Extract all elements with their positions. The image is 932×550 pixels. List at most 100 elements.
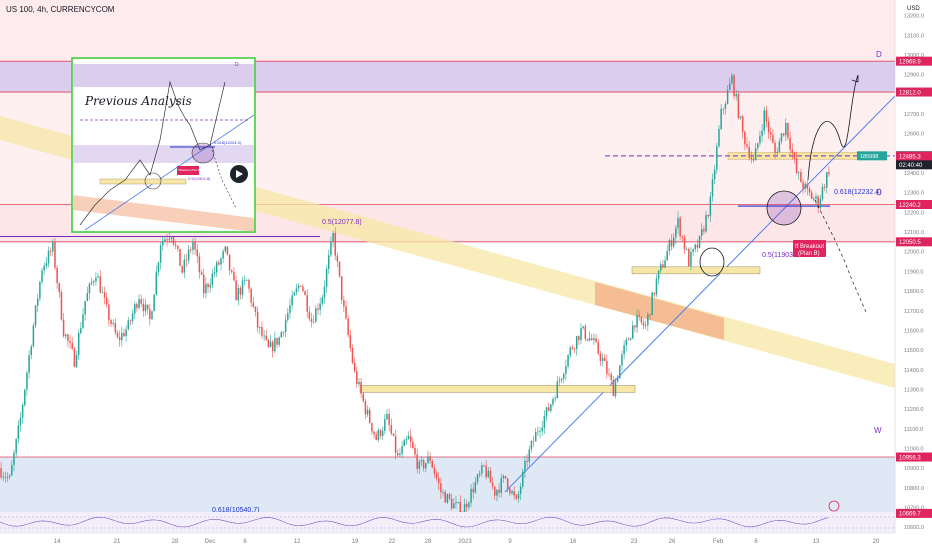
candle-body (252, 302, 255, 307)
candle-body (364, 401, 367, 415)
candle-body (681, 236, 684, 238)
candle-body (640, 316, 643, 323)
candle-body (808, 188, 811, 193)
candle-body (741, 116, 744, 132)
inset-fib-label: 0.618(12224.0) (214, 140, 242, 145)
price-label-bg (896, 56, 932, 66)
projection-arrow-up (851, 75, 859, 83)
inset-circle (191, 142, 215, 164)
candle-body (202, 274, 205, 294)
candle-body (603, 357, 606, 361)
candle-body (513, 491, 515, 496)
candle-body (112, 323, 114, 324)
candle-body (205, 283, 207, 294)
inset-title: Previous Analysis (84, 94, 192, 108)
candle-body (683, 237, 686, 250)
candle-body (278, 337, 280, 345)
candle-body (621, 354, 623, 366)
candle-body (287, 312, 289, 320)
candle-body (802, 182, 804, 189)
candle-body (254, 306, 257, 312)
inset-breakout-label: If Breakout (Plan B) (178, 168, 201, 172)
candle-body (459, 501, 462, 517)
candle-body (636, 315, 638, 328)
candle-body (647, 314, 649, 326)
candle-body (787, 123, 789, 138)
candle-body (597, 342, 600, 354)
candle-body (211, 273, 214, 285)
candle-body (720, 108, 722, 129)
candle-body (450, 498, 453, 509)
candle-body (215, 262, 218, 273)
candle-body (539, 431, 541, 433)
breakout-badge (793, 240, 826, 257)
fib-5-mid-label: 0.5(12077.8) (322, 219, 362, 226)
candle-body (688, 249, 690, 267)
inset-d-label: D (235, 62, 239, 68)
x-tick-label: 19 (352, 539, 359, 545)
candle-body (213, 272, 216, 274)
candle-body (323, 286, 326, 298)
x-tick-label: 12 (294, 539, 301, 545)
candle-body (99, 276, 102, 293)
candle-body (121, 332, 123, 341)
candle-body (655, 278, 658, 295)
x-tick-label: 26 (669, 539, 676, 545)
candle-body (80, 328, 82, 334)
candle-body (351, 347, 354, 363)
candle-body (144, 304, 147, 312)
candle-body (325, 268, 328, 287)
candle-body (474, 482, 477, 493)
candle-body (765, 110, 768, 122)
inset-purple-zone-2 (73, 145, 254, 163)
candle-body (599, 353, 602, 361)
candle-body (30, 346, 33, 356)
x-tick-label: 2023 (458, 539, 472, 545)
candle-body (543, 416, 546, 428)
candle-body (601, 357, 604, 361)
fib-618-lower-label: 0.618(10540.7) (212, 507, 259, 514)
candle-body (526, 460, 528, 462)
candle-body (560, 378, 563, 381)
candle-body (0, 468, 2, 478)
candle-body (343, 299, 345, 307)
candle-body (537, 431, 539, 433)
y-tick-label: 12100.0 (904, 230, 924, 236)
candle-body (571, 347, 574, 349)
candle-body (694, 244, 697, 250)
candle-body (817, 196, 819, 208)
candle-body (90, 282, 93, 284)
candle-body (409, 435, 412, 442)
y-tick-label: 11000.0 (904, 446, 923, 452)
candle-body (595, 338, 597, 343)
candle-body (8, 475, 11, 477)
candle-body (256, 311, 259, 328)
candle-body (371, 422, 373, 432)
candle-body (131, 313, 134, 321)
candle-body (483, 465, 485, 467)
candle-body (455, 502, 457, 504)
candle-body (746, 144, 748, 147)
candle-body (86, 293, 89, 302)
price-label-bg (896, 452, 932, 462)
candle-body (431, 460, 434, 468)
candle-body (437, 478, 440, 484)
candle-body (664, 260, 666, 268)
candle-body (321, 297, 324, 304)
crosshair-label: 185998 (860, 154, 878, 160)
rsi-panel (0, 512, 895, 533)
support-box-right (631, 266, 761, 275)
candle-body (670, 240, 673, 247)
candle-body (476, 474, 479, 483)
price-label-tag: 10669.7 (896, 508, 932, 518)
candle-body (62, 319, 65, 337)
candle-body (703, 229, 705, 232)
candle-body (43, 265, 45, 271)
candle-body (312, 321, 315, 323)
candle-body (608, 373, 610, 375)
candle-body (823, 186, 826, 188)
candle-body (230, 270, 233, 273)
candle-body (297, 285, 300, 289)
candle-body (138, 299, 140, 308)
